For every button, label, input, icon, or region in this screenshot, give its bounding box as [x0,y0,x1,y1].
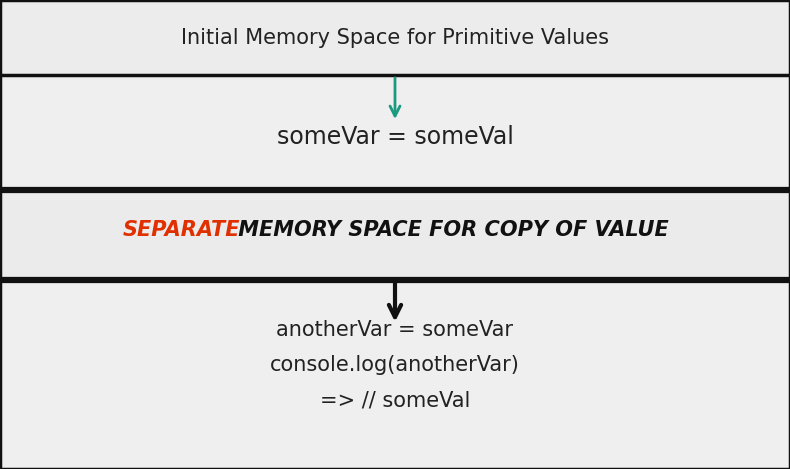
Text: Initial Memory Space for Primitive Values: Initial Memory Space for Primitive Value… [181,28,609,47]
Text: SEPARATE: SEPARATE [122,220,240,240]
Bar [0,0,790,75]
Text: MEMORY SPACE FOR COPY OF VALUE: MEMORY SPACE FOR COPY OF VALUE [231,220,669,240]
Text: console.log(anotherVar): console.log(anotherVar) [270,355,520,375]
Text: someVar = someVal: someVar = someVal [276,125,514,149]
Text: => // someVal: => // someVal [320,390,470,410]
Bar [0,75,790,190]
Bar [0,190,790,280]
Bar [0,280,790,469]
Text: anotherVar = someVar: anotherVar = someVar [276,320,514,340]
